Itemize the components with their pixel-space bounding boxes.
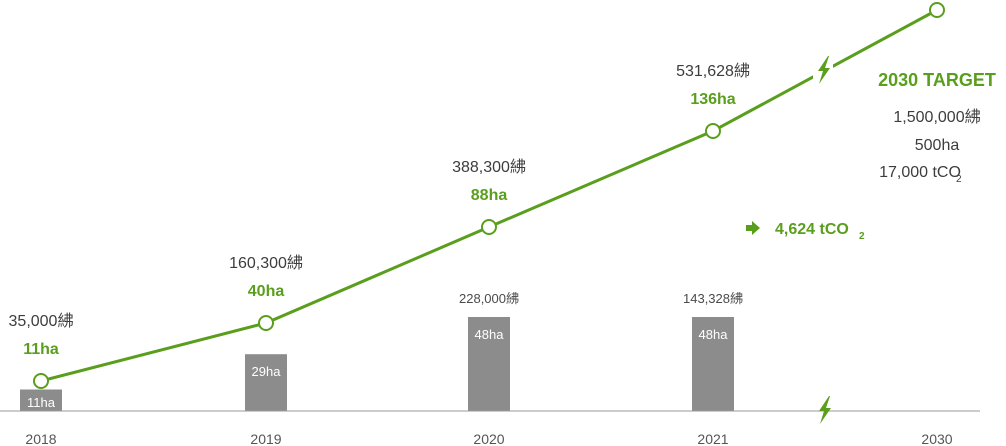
tree-count-label: 531,628紼 (676, 62, 750, 80)
bar-area-label: 29ha (252, 364, 282, 379)
year-label-2019: 2019 (250, 431, 281, 446)
area-label: 88ha (471, 187, 508, 204)
target-trees: 1,500,000紼 (893, 108, 980, 126)
annotation-co2: 4,624 tCO (775, 221, 849, 238)
area-label: 11ha (23, 341, 59, 358)
area-label: 136ha (690, 91, 735, 108)
target-area: 500ha (915, 137, 960, 154)
year-label-2021: 2021 (697, 431, 728, 446)
bar-2019 (245, 354, 287, 411)
bars-layer: 11ha 29ha 48ha 228,000紼 48ha 143,328紼 (20, 291, 743, 411)
area-label: 40ha (248, 283, 285, 300)
year-label-2020: 2020 (473, 431, 504, 446)
point-labels: 35,000紼 11ha 160,300紼 40ha 388,300紼 88ha 531,6… (9, 62, 750, 358)
data-point-2021 (705, 123, 721, 139)
tree-count-label: 160,300紼 (229, 254, 303, 272)
target-title: 2030 TARGET (878, 70, 996, 90)
lightning-icon (818, 56, 830, 84)
tree-count-label: 388,300紼 (452, 158, 526, 176)
data-point-2030 (929, 2, 945, 18)
data-point-2020 (481, 219, 497, 235)
bar-2020 (468, 317, 510, 411)
bar-2021 (692, 317, 734, 411)
target-co2-subscript: 2 (956, 174, 962, 185)
bar-area-label: 48ha (475, 327, 505, 342)
lightning-icon (819, 396, 831, 424)
bar-2018 (20, 389, 62, 411)
points-layer (33, 2, 945, 389)
data-point-2018 (33, 373, 49, 389)
arrow-right-icon (746, 221, 760, 235)
tree-count-label: 35,000紼 (9, 312, 74, 330)
year-label-2018: 2018 (25, 431, 56, 446)
bar-value-label: 228,000紼 (459, 291, 519, 306)
bar-area-label: 48ha (699, 327, 729, 342)
bar-value-label: 143,328紼 (683, 291, 743, 306)
year-label-2030: 2030 (921, 431, 952, 446)
bar-area-label: 11ha (27, 395, 56, 410)
annotation-co2-subscript: 2 (859, 231, 865, 242)
year-labels: 2018 2019 2020 2021 2030 (25, 431, 952, 446)
data-point-2019 (258, 315, 274, 331)
target-co2: 17,000 tCO (879, 164, 961, 181)
